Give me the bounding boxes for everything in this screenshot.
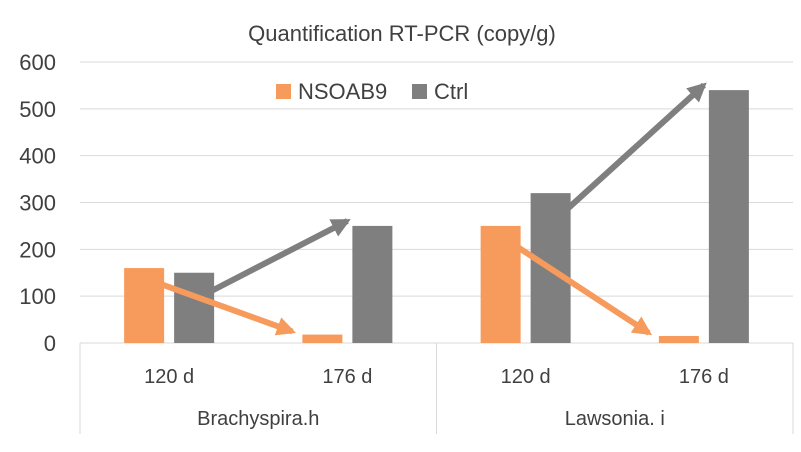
grid [80, 61, 793, 297]
bar-ctrl-1 [352, 225, 393, 343]
y-tick-label: 100 [19, 284, 56, 309]
y-tick-label: 200 [19, 237, 56, 262]
group-label: Brachyspira.h [197, 408, 319, 430]
y-tick-label: 500 [19, 97, 56, 122]
legend-label-nsoab9: NSOAB9 [298, 79, 387, 104]
x-tick-label: 176 d [679, 366, 729, 388]
bar-ctrl-0 [174, 272, 215, 343]
trend-arrows [143, 82, 707, 336]
bar-ctrl-3 [708, 90, 749, 343]
y-tick-label: 300 [19, 191, 56, 216]
y-tick-label: 600 [19, 50, 56, 75]
x-tick-label: 176 d [322, 366, 372, 388]
y-tick-label: 0 [44, 331, 56, 356]
trend-arrow-ctrl-1 [202, 218, 351, 298]
bar-nsoab9-1 [302, 334, 343, 343]
legend-swatch-nsoab9 [276, 84, 291, 99]
legend-label-ctrl: Ctrl [434, 79, 468, 104]
x-tick-label: 120 d [501, 366, 551, 388]
chart-title: Quantification RT-PCR (copy/g) [248, 21, 556, 46]
legend-swatch-ctrl [412, 84, 427, 99]
group-label: Lawsonia. i [565, 408, 665, 430]
x-tick-label: 120 d [144, 366, 194, 388]
trend-arrow-nsoab9-2 [498, 233, 653, 336]
legend: NSOAB9 Ctrl [276, 79, 468, 104]
trend-arrow-nsoab9-0 [143, 275, 296, 336]
trend-arrow-ctrl-3 [558, 82, 707, 218]
y-tick-label: 400 [19, 144, 56, 169]
bar-nsoab9-3 [658, 335, 699, 343]
